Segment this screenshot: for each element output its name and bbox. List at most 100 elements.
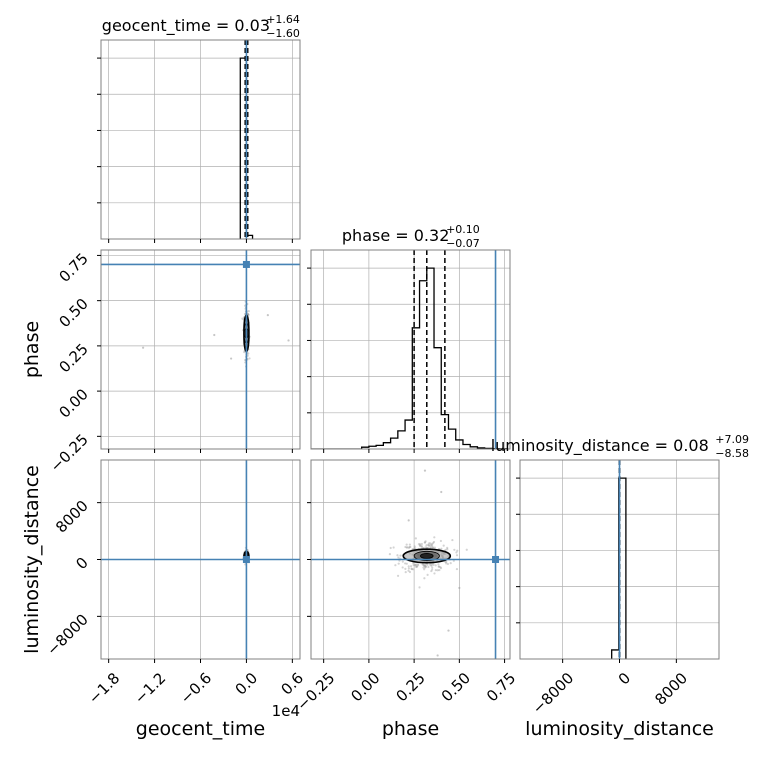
sample-point [414,537,417,540]
x-tick-label: 0.00 [347,669,383,705]
title-plus: +1.64 [266,13,300,26]
sample-point [415,565,418,568]
sample-point [446,548,449,551]
sample-point [433,536,436,539]
sample-point [427,544,430,547]
density-contour [420,553,434,559]
sample-point [424,566,427,569]
sample-point [440,547,443,550]
sample-point [432,540,436,544]
sample-point [410,567,414,571]
sample-point [405,543,408,546]
histogram-bin [383,443,390,449]
sample-point [412,568,415,571]
sample-point [445,560,448,564]
title-text: phase = 0.32 [342,226,449,245]
x-tick-label: 0.75 [483,669,519,705]
sample-point [446,546,449,550]
sample-point [431,568,434,571]
sample-point [417,543,421,546]
sample-point [430,563,433,566]
title-minus: −1.60 [266,27,300,40]
sample-point [426,563,429,567]
sample-point [404,562,407,565]
sample-point [407,519,410,522]
sample-point [389,546,392,550]
sample-point [419,543,422,546]
sample-point [440,490,443,494]
grid [101,40,300,239]
x-axis-label-luminosity-distance: luminosity_distance [525,718,714,740]
sample-point [408,545,411,549]
sample-point [243,351,246,354]
histogram-bin [456,440,463,449]
sample-point [416,563,419,566]
sample-point [420,545,423,548]
sample-point [456,549,459,552]
title-minus: −8.58 [715,447,749,460]
sample-point [436,654,439,657]
sample-point [465,548,468,551]
sample-point [401,560,404,563]
sample-point [433,546,436,549]
sample-point [437,565,440,568]
sample-point [414,565,418,568]
y-tick-label: 0 [72,554,91,573]
sample-point [399,554,402,557]
sample-point [422,566,425,569]
sample-point [449,562,452,565]
sample-point [428,542,431,545]
sample-point [248,357,251,360]
sample-point [247,313,250,316]
sample-point [423,469,427,472]
sample-point [408,570,412,574]
sample-point [421,563,424,566]
histogram-bin [612,650,619,659]
sample-point [410,567,413,570]
sample-point [429,546,432,549]
sample-point [434,568,437,572]
sample-point [427,543,430,546]
sample-point [424,563,427,566]
sample-point [442,544,445,547]
sample-point [431,546,434,549]
histogram-bin [434,348,441,449]
x-tick-label: 0.0 [232,669,262,699]
sample-point [404,571,407,574]
y-axis-label-phase: phase [21,321,43,378]
grid [311,250,510,449]
sample-point [455,551,458,554]
samples [101,460,300,659]
histogram-bin [463,444,470,449]
x-tick-label: −1.8 [85,669,123,707]
sample-point [405,546,408,549]
sample-point [392,546,395,549]
y-tick-label: 0.50 [55,295,91,331]
sample-point [404,545,407,549]
sample-point [415,563,418,566]
truth-marker [242,556,250,563]
sample-point [213,333,216,337]
sample-point [241,317,244,320]
histogram-outline [311,267,508,449]
sample-point [423,568,426,571]
sample-point [406,546,409,549]
histogram-bin [405,420,412,449]
x-axis-label-phase: phase [382,718,439,740]
title-geocent_time: geocent_time = 0.03+1.64−1.60 [102,13,300,40]
sample-point [247,313,250,316]
sample-point [388,553,391,556]
grid [101,250,300,449]
sample-point [396,554,399,557]
sample-point [420,545,423,548]
sample-point [404,567,407,570]
sample-point [426,573,429,576]
sample-point [412,563,415,567]
truth-marker [242,260,250,268]
sample-point [407,567,410,570]
x-axis-label-geocent-time: geocent_time [136,718,265,740]
sample-point [444,548,447,551]
x-tick-label: −1.2 [131,669,169,707]
sample-point [431,542,434,546]
